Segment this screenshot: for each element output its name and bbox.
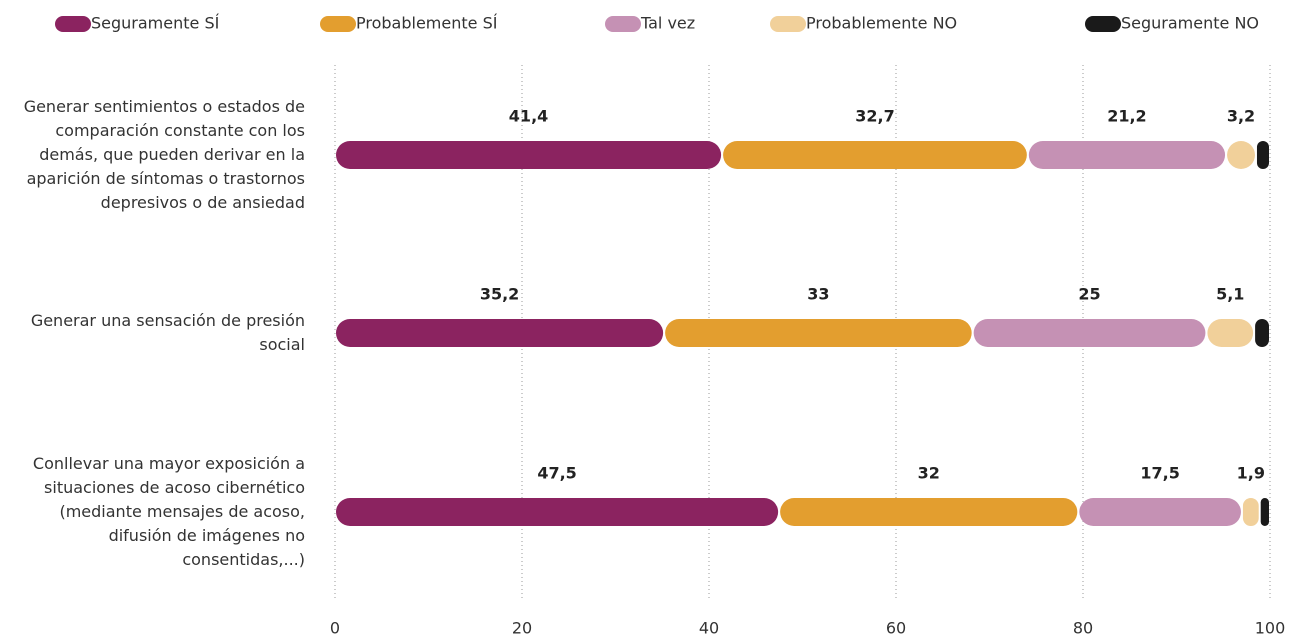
x-tick-label: 20 [512,619,532,638]
bar-segment [1242,498,1259,526]
bar-segment [1079,498,1241,526]
bar-segment [780,498,1078,526]
category-label: Generar una sensación de presión social [30,311,305,354]
legend-label: Tal vez [640,14,695,33]
value-label: 33 [807,285,829,304]
value-label: 35,2 [480,285,519,304]
legend-label: Probablemente SÍ [356,14,498,33]
x-tick-label: 60 [886,619,906,638]
x-tick-label: 100 [1255,619,1286,638]
value-label: 32,7 [855,107,894,126]
bar-segment [973,319,1206,347]
bar-segment [1260,498,1269,526]
bar-segment [336,319,664,347]
bar-segment [336,141,722,169]
x-tick-label: 40 [699,619,719,638]
x-tick-label: 80 [1073,619,1093,638]
bar-segment [665,319,972,347]
bar-segment [336,498,779,526]
bar-segment [1255,319,1269,347]
value-label: 21,2 [1107,107,1146,126]
legend-swatch [1085,16,1121,32]
category-label: Conllevar una mayor exposición a situaci… [32,454,305,569]
legend-label: Probablemente NO [806,14,957,33]
bar-segment [1227,141,1255,169]
bar-segment [1207,319,1254,347]
value-label: 5,1 [1216,285,1244,304]
value-label: 3,2 [1227,107,1255,126]
bar-segment [1028,141,1226,169]
legend-swatch [320,16,356,32]
legend-label: Seguramente NO [1121,14,1259,33]
legend-swatch [55,16,91,32]
legend-swatch [770,16,806,32]
x-tick-label: 0 [330,619,340,638]
category-label: Generar sentimientos o estados de compar… [23,97,305,212]
value-label: 25 [1078,285,1100,304]
value-label: 17,5 [1140,464,1179,483]
value-label: 41,4 [509,107,548,126]
legend-swatch [605,16,641,32]
bar-segment [723,141,1027,169]
legend-label: Seguramente SÍ [91,14,220,33]
value-label: 47,5 [537,464,576,483]
value-label: 32 [918,464,940,483]
value-label: 1,9 [1237,464,1265,483]
bar-segment [1256,141,1269,169]
